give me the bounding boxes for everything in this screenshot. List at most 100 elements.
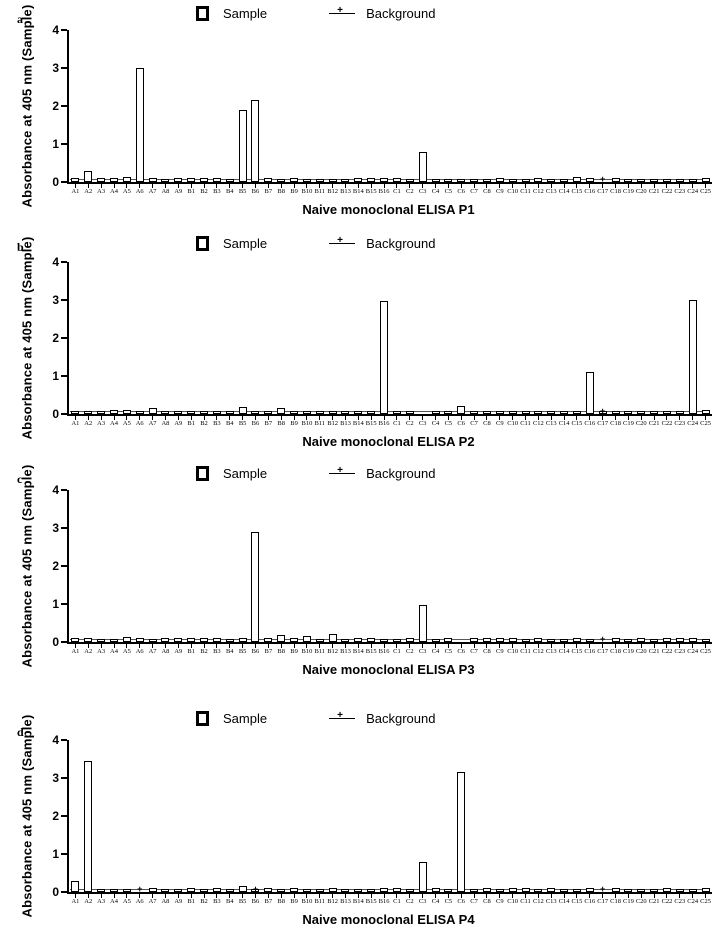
x-tick-label: A7 [148, 648, 157, 655]
background-line [70, 179, 710, 181]
sample-bar [482, 888, 491, 892]
x-tick [576, 416, 578, 420]
sample-bar [110, 178, 118, 182]
x-tick-label: C2 [405, 898, 414, 905]
x-tick [139, 644, 141, 648]
sample-bar [328, 410, 337, 414]
sample-bar [302, 888, 311, 892]
sample-bar [277, 888, 286, 892]
x-tick [216, 416, 218, 420]
x-tick-label: B9 [290, 188, 298, 195]
sample-bar [521, 410, 530, 414]
x-tick [74, 894, 76, 898]
x-tick-label: C16 [584, 648, 596, 655]
x-tick-label: A7 [148, 188, 157, 195]
x-tick-label: C8 [483, 188, 491, 195]
panel-letter: d [17, 725, 24, 739]
x-tick-label: C23 [674, 420, 686, 427]
x-tick-label: B4 [225, 648, 234, 655]
sample-bar [110, 410, 118, 414]
x-tick [139, 416, 141, 420]
x-tick-label: B2 [200, 648, 208, 655]
x-tick [435, 894, 436, 898]
x-tick-label: C22 [661, 188, 673, 195]
x-tick [280, 894, 282, 898]
sample-bar [662, 638, 671, 642]
y-tick-label: 4 [52, 733, 59, 747]
x-tick-label: C22 [661, 898, 673, 905]
x-tick [190, 416, 192, 420]
sample-bar [585, 888, 594, 892]
sample-bar [238, 109, 247, 182]
x-tick [293, 184, 295, 188]
x-tick-label: B13 [340, 420, 351, 427]
x-tick-label: C25 [700, 188, 711, 195]
x-tick-label: B4 [225, 420, 234, 427]
y-tick-label: 2 [52, 99, 59, 113]
sample-bar [264, 410, 273, 414]
sample-bar [637, 411, 646, 414]
x-tick-label: C18 [610, 188, 621, 195]
sample-bar [174, 178, 183, 182]
sample-bar [611, 638, 620, 642]
x-tick-label: B2 [200, 898, 208, 905]
x-tick-label: B10 [301, 648, 313, 655]
x-tick-label: A6 [135, 648, 144, 655]
sample-bar [482, 411, 491, 414]
sample-bar [354, 888, 363, 892]
x-tick [563, 894, 565, 898]
x-tick-label: B14 [352, 648, 364, 655]
x-tick-label: B1 [187, 188, 195, 195]
sample-bar [187, 638, 196, 642]
x-tick [499, 416, 501, 420]
x-tick [370, 894, 372, 898]
x-tick [615, 894, 617, 898]
sample-bar [637, 888, 646, 892]
y-tick-label: 1 [52, 369, 59, 383]
x-tick [537, 644, 539, 648]
sample-swatch-icon [196, 466, 209, 481]
x-tick [422, 184, 424, 188]
legend-sample-label: Sample [223, 236, 268, 251]
x-tick-label: C1 [393, 420, 401, 427]
x-tick-label: C18 [610, 648, 621, 655]
x-tick [512, 644, 514, 648]
x-tick [473, 894, 475, 898]
x-tick [306, 416, 308, 420]
x-tick-label: A9 [174, 420, 183, 427]
x-tick [640, 644, 642, 648]
sample-bar [380, 300, 389, 414]
sample-bar [662, 410, 671, 414]
x-tick-label: C5 [444, 898, 453, 905]
x-tick [139, 184, 141, 188]
sample-bar [688, 638, 697, 642]
sample-bar [251, 889, 260, 892]
sample-bar [354, 411, 363, 414]
x-tick-label: C10 [507, 188, 519, 195]
x-tick-label: B14 [352, 420, 364, 427]
x-tick [486, 184, 488, 188]
x-tick-label: C4 [431, 420, 440, 427]
x-tick [550, 644, 552, 648]
sample-bar [495, 888, 504, 892]
x-tick [293, 644, 295, 648]
x-tick-label: C13 [545, 420, 557, 427]
x-tick-label: B11 [314, 420, 326, 427]
sample-bar [431, 411, 440, 414]
sample-bar [315, 888, 324, 892]
x-tick-label: C15 [571, 420, 583, 427]
x-tick [679, 416, 681, 420]
x-tick [229, 644, 231, 648]
sample-bar [650, 411, 659, 414]
x-tick [512, 894, 514, 898]
x-tick [602, 644, 604, 648]
x-tick [203, 416, 205, 420]
x-tick [254, 894, 256, 898]
x-tick [550, 894, 552, 898]
x-tick [550, 416, 552, 420]
sample-bar [701, 888, 710, 892]
x-tick [100, 644, 102, 648]
x-tick [473, 416, 475, 420]
x-tick-label: C6 [457, 188, 466, 195]
sample-bar [624, 888, 633, 892]
